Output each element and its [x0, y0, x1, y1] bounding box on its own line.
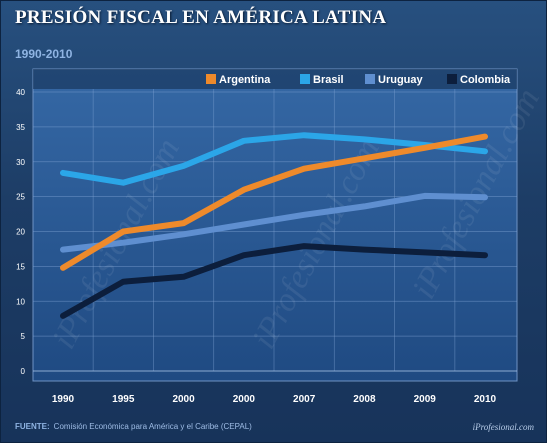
y-tick-label: 0	[21, 367, 26, 376]
y-tick-label: 30	[16, 158, 25, 167]
legend-swatch-uruguay	[365, 74, 375, 84]
legend-label-colombia: Colombia	[460, 74, 511, 86]
x-tick-label: 2000	[172, 394, 195, 405]
y-tick-label: 40	[16, 88, 25, 97]
series-line-brasil	[60, 132, 488, 186]
x-tick-label: 2010	[474, 394, 497, 405]
y-tick-label: 10	[16, 297, 25, 306]
series-group	[60, 132, 488, 319]
chart-title: PRESIÓN FISCAL EN AMÉRICA LATINA	[15, 7, 387, 28]
y-tick-label: 15	[16, 262, 25, 271]
legend	[33, 69, 517, 89]
plot-area	[32, 68, 518, 382]
y-tick-label: 20	[16, 228, 25, 237]
series-line-colombia	[60, 243, 488, 319]
x-tick-label: 2000	[233, 394, 256, 405]
y-tick-label: 35	[16, 123, 25, 132]
series-line-argentina	[60, 133, 488, 271]
x-tick-label: 2009	[414, 394, 437, 405]
x-tick-label: 1995	[112, 394, 135, 405]
x-tick-label: 2008	[353, 394, 376, 405]
source-text: Comisión Económica para América y el Car…	[53, 422, 252, 431]
source-label: FUENTE:	[15, 422, 50, 431]
series-line-uruguay	[60, 192, 488, 253]
legend-items: Argentina Brasil Uruguay Colombia	[206, 74, 511, 86]
x-axis: 1990 1995 2000 2000 2007 2008 2009 2010	[52, 394, 497, 405]
y-tick-label: 25	[16, 193, 25, 202]
credit: iProfesional.com	[472, 422, 534, 432]
x-tick-label: 2007	[293, 394, 316, 405]
legend-label-brasil: Brasil	[313, 74, 344, 86]
legend-swatch-colombia	[447, 74, 457, 84]
x-tick-label: 1990	[52, 394, 75, 405]
legend-swatch-argentina	[206, 74, 216, 84]
chart-subtitle: 1990-2010	[15, 47, 73, 61]
y-axis: 0 5 10 15 20 25 30 35 40	[16, 88, 25, 376]
legend-label-argentina: Argentina	[219, 74, 271, 86]
y-tick-label: 5	[21, 332, 26, 341]
source-note: FUENTE: Comisión Económica para América y…	[15, 422, 252, 431]
legend-label-uruguay: Uruguay	[378, 74, 424, 86]
legend-swatch-brasil	[300, 74, 310, 84]
